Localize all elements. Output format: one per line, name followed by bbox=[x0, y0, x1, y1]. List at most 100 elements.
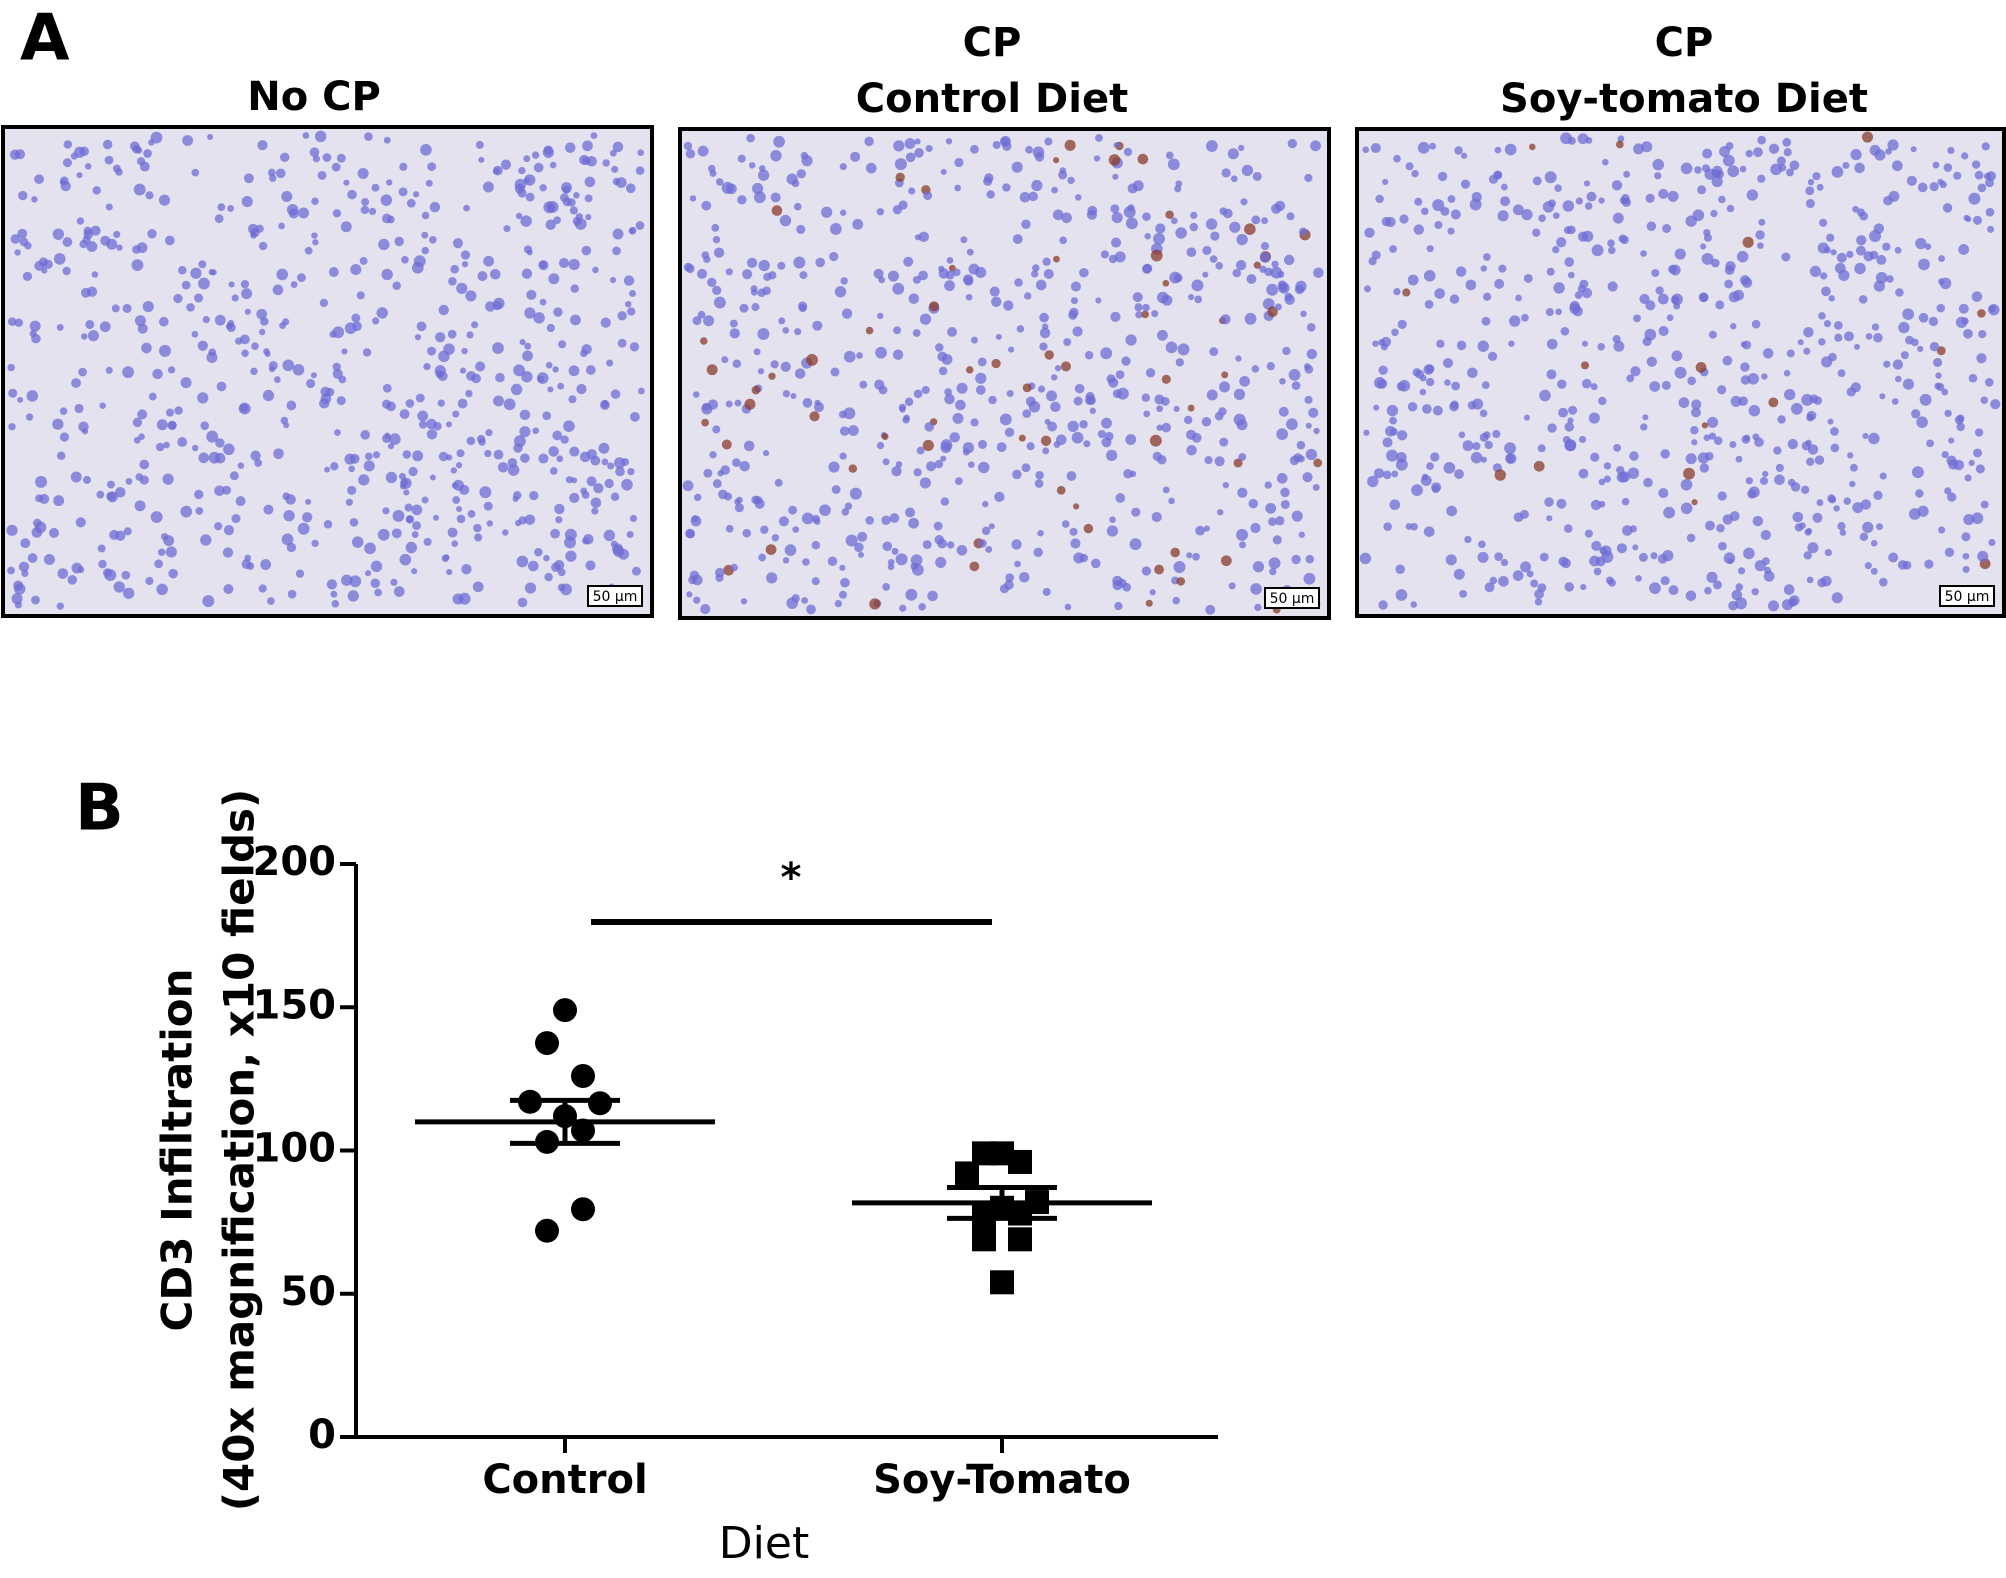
cell bbox=[1291, 510, 1303, 522]
cell bbox=[576, 383, 587, 395]
cell bbox=[1564, 582, 1575, 592]
cell bbox=[542, 411, 552, 420]
cell bbox=[1658, 188, 1669, 200]
cell bbox=[485, 429, 493, 437]
cell bbox=[612, 543, 624, 555]
cell bbox=[262, 389, 275, 402]
cell bbox=[1173, 405, 1180, 412]
cell bbox=[1042, 447, 1050, 455]
cell bbox=[1623, 170, 1631, 178]
cell bbox=[615, 177, 627, 188]
cell bbox=[394, 236, 404, 247]
cell bbox=[1104, 431, 1114, 441]
cell bbox=[1697, 185, 1707, 195]
cell bbox=[967, 461, 975, 469]
cell bbox=[1803, 347, 1811, 355]
cell bbox=[1568, 405, 1578, 415]
cell bbox=[734, 503, 744, 513]
cell bbox=[115, 487, 126, 498]
cell bbox=[1873, 333, 1883, 343]
cell bbox=[453, 479, 464, 491]
cell bbox=[413, 255, 426, 268]
cell bbox=[241, 288, 253, 300]
cell bbox=[1554, 184, 1562, 192]
cell bbox=[956, 382, 968, 394]
cell bbox=[365, 570, 372, 577]
cell bbox=[305, 498, 312, 505]
cell bbox=[1651, 268, 1660, 277]
y-tick-label: 150 bbox=[253, 982, 337, 1028]
cell bbox=[279, 322, 287, 329]
cell bbox=[849, 487, 862, 500]
cell bbox=[1891, 398, 1899, 405]
cell bbox=[1819, 272, 1828, 280]
cell bbox=[558, 257, 570, 269]
cell bbox=[372, 451, 381, 459]
cell bbox=[238, 402, 251, 415]
cell bbox=[298, 207, 310, 219]
cell bbox=[1936, 382, 1945, 392]
cell bbox=[878, 385, 888, 395]
cell bbox=[1660, 449, 1670, 459]
cell bbox=[811, 577, 820, 586]
cell bbox=[1413, 224, 1425, 235]
cell bbox=[527, 560, 539, 572]
cell bbox=[1165, 341, 1178, 354]
cell bbox=[100, 235, 111, 246]
cell bbox=[526, 289, 537, 300]
cell bbox=[580, 349, 588, 358]
cell bbox=[122, 303, 132, 313]
cell bbox=[445, 421, 452, 428]
cell bbox=[1633, 143, 1645, 155]
cell bbox=[635, 221, 645, 230]
cell bbox=[882, 583, 891, 591]
cell bbox=[1735, 597, 1748, 610]
cell bbox=[770, 150, 782, 162]
cell bbox=[1680, 478, 1693, 491]
cell bbox=[1156, 291, 1169, 304]
cell bbox=[1214, 456, 1225, 467]
cell bbox=[1809, 265, 1822, 278]
cell bbox=[1727, 557, 1734, 565]
cell bbox=[730, 563, 738, 572]
cell bbox=[1478, 540, 1486, 549]
cell bbox=[194, 293, 204, 303]
cell bbox=[437, 399, 445, 407]
cell bbox=[154, 559, 164, 569]
cell bbox=[1977, 550, 1989, 562]
cell bbox=[258, 241, 268, 251]
cell bbox=[534, 548, 543, 557]
cell bbox=[1800, 485, 1810, 494]
cell bbox=[57, 568, 69, 579]
cell bbox=[1941, 388, 1949, 396]
cell bbox=[1806, 576, 1814, 584]
cell bbox=[241, 195, 253, 208]
cell bbox=[1790, 402, 1803, 415]
cell bbox=[62, 158, 73, 168]
cell bbox=[1704, 586, 1712, 595]
cell bbox=[1132, 292, 1143, 303]
cell bbox=[1305, 422, 1312, 429]
cell bbox=[370, 578, 381, 589]
cell bbox=[1137, 153, 1149, 165]
image-title: CP bbox=[1655, 20, 1714, 66]
cell bbox=[1831, 166, 1844, 178]
cell bbox=[483, 501, 493, 511]
cell bbox=[1477, 551, 1489, 563]
cell bbox=[556, 455, 564, 463]
cell bbox=[1661, 380, 1671, 390]
cell bbox=[1792, 511, 1804, 523]
cell bbox=[854, 542, 864, 553]
cell bbox=[34, 174, 44, 185]
cell bbox=[806, 604, 816, 615]
cell bbox=[1131, 507, 1141, 517]
cell bbox=[139, 459, 150, 470]
cell bbox=[991, 296, 1002, 308]
cell bbox=[721, 439, 732, 450]
cell bbox=[1629, 525, 1638, 533]
cell bbox=[729, 328, 740, 339]
cell bbox=[712, 236, 721, 244]
cell bbox=[1905, 335, 1914, 345]
cell bbox=[372, 317, 380, 325]
cell bbox=[420, 144, 432, 156]
